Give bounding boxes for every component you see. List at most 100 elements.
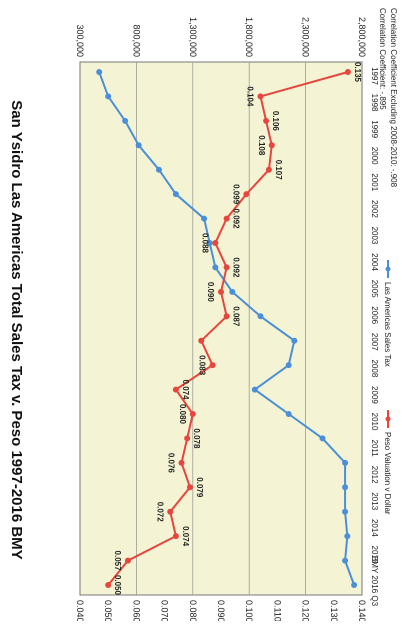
data-point (209, 362, 216, 369)
data-point (342, 459, 349, 466)
data-point (251, 386, 258, 393)
data-point (198, 337, 205, 344)
data-point (257, 93, 264, 100)
legend-marker (385, 416, 391, 422)
data-point (184, 435, 191, 442)
data-point (285, 411, 292, 417)
data-label: 0.078 (192, 428, 201, 449)
left-tick-label: 1,300,000 (188, 17, 198, 57)
left-tick-label: 2,300,000 (301, 17, 311, 57)
right-tick-label: 0.100 (244, 600, 254, 621)
data-point (189, 411, 196, 417)
left-tick-label: 1,800,000 (244, 17, 254, 57)
data-point (265, 166, 272, 173)
data-label: 0.057 (113, 551, 122, 572)
right-tick-label: 0.140 (357, 600, 367, 621)
x-tick-label: 2013 (370, 492, 379, 510)
data-label: 0.087 (232, 306, 241, 327)
x-axis-ticks: 1997 1998 1999 2000 2001 2002 2003 2004 2005 2006… (370, 67, 379, 607)
notes: Correlation Coefficient: -.895 Correlatio… (378, 8, 398, 188)
x-tick-label: 2012 (370, 466, 379, 484)
x-tick-label: 2005 (370, 280, 379, 298)
chart-title: San Ysidro Las Americas Total Sales Tax … (8, 100, 25, 559)
data-point (201, 215, 208, 222)
left-tick-label: 2,800,000 (357, 17, 367, 57)
data-point (167, 508, 174, 515)
data-point (223, 264, 230, 271)
data-point (124, 557, 131, 564)
x-tick-label: 2015 (370, 546, 379, 564)
data-label: 0.090 (206, 282, 215, 303)
note-text: Correlation Coefficient Excluding 2008-2… (389, 8, 398, 188)
x-tick-label: 1997 (370, 67, 379, 85)
data-label: 0.074 (181, 380, 190, 401)
series-line (98, 71, 356, 586)
right-tick-label: 0.110 (272, 600, 282, 621)
data-point (212, 240, 219, 246)
data-point (155, 166, 162, 173)
data-label: 0.092 (232, 209, 241, 230)
data-point (243, 191, 250, 198)
data-point (172, 386, 179, 393)
data-point (257, 313, 264, 320)
x-tick-label: 2011 (370, 440, 379, 458)
data-point (96, 69, 103, 75)
left-tick-label: 300,000 (75, 24, 85, 57)
x-tick-label: 1998 (370, 94, 379, 112)
x-tick-label: BMY 2016 Q3 (370, 556, 379, 607)
x-tick-label: 2004 (370, 253, 379, 271)
data-point (342, 484, 349, 491)
data-label: 0.107 (274, 160, 283, 181)
note-text: Correlation Coefficient: -.895 (378, 8, 387, 110)
data-point (342, 557, 349, 564)
right-tick-label: 0.070 (160, 600, 170, 621)
data-point (344, 533, 351, 540)
data-point (206, 240, 213, 246)
data-point (319, 435, 326, 442)
x-tick-label: 2008 (370, 359, 379, 377)
data-point (172, 533, 179, 540)
data-point (223, 215, 230, 222)
data-point (218, 288, 224, 295)
data-label: 0.076 (167, 453, 176, 474)
data-point (351, 582, 358, 588)
left-axis-ticks: 2,800,000 2,300,000 1,800,000 1,300,000 800,… (75, 17, 367, 57)
right-tick-label: 0.130 (329, 600, 339, 621)
data-point (186, 484, 193, 491)
series-line (107, 71, 349, 586)
data-label: 0.083 (198, 355, 207, 376)
series-las-americas-sales-tax (96, 69, 358, 588)
data-point (178, 459, 185, 466)
data-point (291, 337, 298, 344)
x-tick-label: 2003 (370, 227, 379, 245)
x-tick-label: 2010 (370, 413, 379, 431)
x-tick-label: 2000 (370, 147, 379, 165)
data-point (105, 582, 112, 588)
plot-area (79, 61, 363, 596)
x-tick-label: 2014 (370, 519, 379, 537)
data-point (263, 117, 270, 124)
right-tick-label: 0.040 (75, 600, 85, 621)
data-point (344, 69, 351, 75)
data-label: 0.092 (232, 257, 241, 278)
right-tick-label: 0.050 (103, 600, 113, 621)
data-point (172, 191, 179, 198)
legend-label: Las Americas Sales Tax (383, 282, 392, 367)
legend-marker (385, 266, 391, 272)
data-label: 0.079 (195, 477, 204, 498)
data-point (223, 313, 230, 320)
data-label: 0.106 (271, 111, 280, 132)
data-point (135, 142, 142, 149)
data-label: 0.108 (257, 135, 266, 156)
data-point (285, 362, 292, 369)
x-tick-label: 2002 (370, 200, 379, 218)
data-point (268, 142, 275, 149)
data-label: 0.050 (113, 575, 122, 596)
data-label: 0.099 (231, 184, 240, 205)
x-tick-label: 1999 (370, 120, 379, 138)
data-label: 0.072 (155, 502, 164, 523)
data-point (229, 288, 236, 295)
data-label: 0.104 (245, 86, 254, 107)
